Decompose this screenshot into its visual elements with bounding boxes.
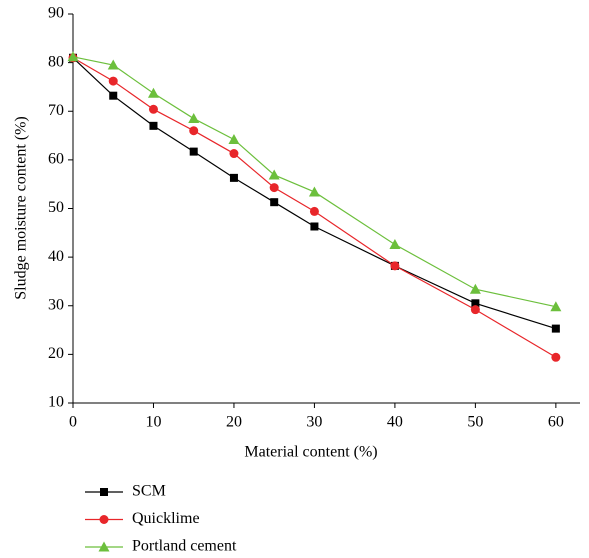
series-line: [72, 57, 557, 330]
y-tick-label: 20: [48, 345, 64, 362]
y-tick-label: 60: [48, 151, 64, 168]
marker: [189, 126, 199, 136]
marker: [188, 113, 200, 124]
marker: [269, 183, 279, 193]
marker: [147, 87, 159, 98]
marker: [551, 352, 561, 362]
x-tick-label: 0: [69, 414, 77, 431]
x-tick-label: 10: [145, 414, 161, 431]
y-tick-label: 90: [48, 5, 64, 22]
marker: [108, 76, 118, 86]
y-tick-label: 30: [48, 296, 64, 313]
y-tick-label: 10: [48, 394, 64, 411]
marker: [309, 206, 319, 216]
marker: [469, 283, 481, 294]
legend-label: Portland cement: [132, 538, 237, 555]
marker: [149, 121, 158, 130]
marker: [107, 59, 119, 70]
marker: [109, 91, 118, 100]
marker: [471, 299, 480, 308]
legend-label: SCM: [132, 483, 166, 500]
marker: [228, 133, 240, 144]
marker: [310, 222, 319, 231]
x-tick-label: 40: [387, 414, 403, 431]
marker: [551, 324, 560, 333]
y-tick-label: 80: [48, 53, 64, 70]
marker: [229, 149, 239, 159]
y-tick-label: 50: [48, 199, 64, 216]
marker: [389, 238, 401, 249]
x-axis-label: Material content (%): [244, 444, 377, 461]
marker: [390, 261, 400, 271]
x-tick-label: 50: [467, 414, 483, 431]
marker: [308, 186, 320, 197]
x-tick-label: 60: [548, 414, 564, 431]
legend-marker: [100, 488, 108, 496]
legend-marker: [98, 541, 110, 552]
series-line: [72, 56, 556, 308]
marker: [189, 147, 198, 156]
marker: [148, 104, 158, 114]
series-line: [72, 57, 557, 358]
marker: [270, 198, 279, 207]
marker: [550, 301, 562, 312]
legend-label: Quicklime: [132, 510, 200, 527]
marker: [67, 51, 79, 62]
y-tick-label: 70: [48, 102, 64, 119]
legend-marker: [99, 515, 109, 524]
x-tick-label: 20: [226, 414, 242, 431]
marker: [268, 169, 280, 180]
y-axis-label: Sludge moisture content (%): [13, 116, 30, 300]
y-tick-label: 40: [48, 248, 64, 265]
x-tick-label: 30: [306, 414, 322, 431]
marker: [229, 173, 238, 182]
marker: [470, 305, 480, 315]
